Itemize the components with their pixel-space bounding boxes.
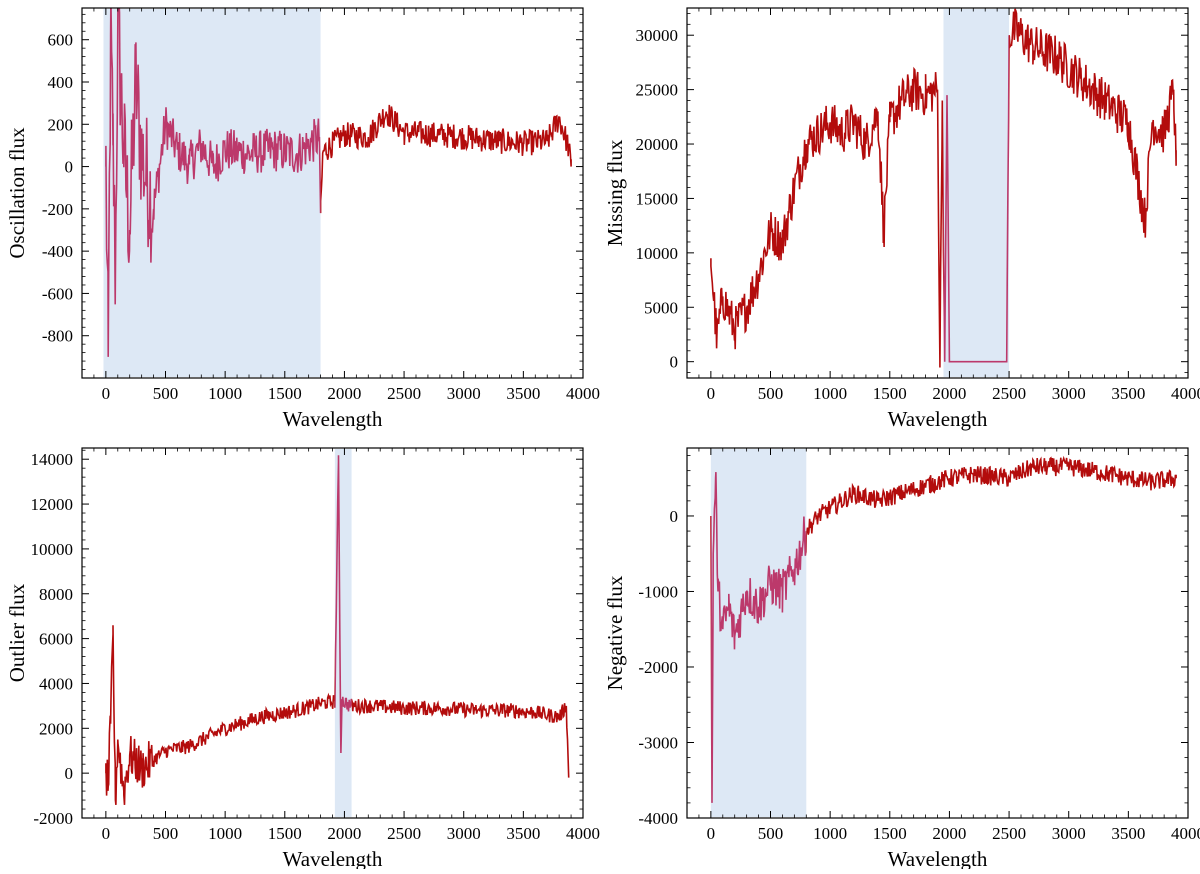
negative-y-tick-label: -2000: [638, 658, 678, 677]
outlier-x-tick-label: 2000: [327, 824, 361, 843]
outlier-y-tick-label: 0: [65, 764, 74, 783]
missing-y-tick-label: 10000: [636, 244, 679, 263]
outlier-x-tick-label: 0: [102, 824, 111, 843]
missing-x-tick-label: 500: [758, 384, 784, 403]
negative-y-tick-label: 0: [670, 507, 679, 526]
oscillation-y-tick-label: -600: [42, 284, 73, 303]
oscillation-x-tick-label: 1500: [268, 384, 302, 403]
negative-y-tick-label: -3000: [638, 733, 678, 752]
oscillation-y-tick-label: 600: [48, 31, 74, 50]
missing-y-axis-label: Missing flux: [603, 139, 627, 246]
outlier-y-tick-label: 4000: [39, 674, 73, 693]
panel-missing: 0 500 1000 1500 2000 2500 3000 3500 4000 0 5000 100…: [603, 8, 1200, 431]
outlier-y-tick-label: 14000: [31, 450, 74, 469]
negative-x-tick-label: 3500: [1111, 824, 1145, 843]
missing-x-axis-label: Wavelength: [888, 407, 988, 431]
oscillation-y-tick-label: -400: [42, 242, 73, 261]
oscillation-y-tick-label: -800: [42, 327, 73, 346]
negative-x-tick-label: 2500: [992, 824, 1026, 843]
oscillation-x-tick-label: 1000: [208, 384, 242, 403]
panel-outlier: 0 500 1000 1500 2000 2500 3000 3500 4000 -2000 0 20…: [5, 448, 600, 869]
missing-x-tick-label: 3000: [1052, 384, 1086, 403]
negative-highlight-band: [711, 449, 806, 817]
outlier-x-tick-label: 1000: [208, 824, 242, 843]
missing-x-tick-label: 2000: [932, 384, 966, 403]
missing-y-tick-label: 25000: [636, 81, 679, 100]
outlier-x-tick-label: 3500: [506, 824, 540, 843]
missing-y-tick-label: 15000: [636, 189, 679, 208]
outlier-y-axis-label: Outlier flux: [5, 583, 29, 682]
oscillation-x-tick-label: 2000: [327, 384, 361, 403]
missing-y-tick-label: 20000: [636, 135, 679, 154]
missing-x-tick-label: 1500: [873, 384, 907, 403]
missing-x-tick-label: 3500: [1111, 384, 1145, 403]
oscillation-x-tick-label: 0: [102, 384, 111, 403]
outlier-y-tick-label: 10000: [31, 540, 74, 559]
negative-y-axis-label: Negative flux: [603, 575, 627, 690]
negative-y-tick-label: -1000: [638, 582, 678, 601]
oscillation-y-tick-label: -200: [42, 200, 73, 219]
outlier-y-tick-label: 6000: [39, 630, 73, 649]
missing-y-tick-label: 30000: [636, 26, 679, 45]
negative-x-tick-label: 4000: [1171, 824, 1200, 843]
negative-x-axis-label: Wavelength: [888, 847, 988, 869]
missing-highlight-band: [943, 9, 1009, 377]
oscillation-y-tick-label: 400: [48, 73, 74, 92]
outlier-x-tick-label: 4000: [566, 824, 600, 843]
outlier-x-tick-label: 1500: [268, 824, 302, 843]
negative-x-tick-label: 2000: [932, 824, 966, 843]
missing-x-tick-label: 2500: [992, 384, 1026, 403]
negative-y-tick-label: -4000: [638, 809, 678, 828]
missing-x-tick-label: 4000: [1171, 384, 1200, 403]
outlier-y-tick-label: -2000: [33, 809, 73, 828]
oscillation-y-axis-label: Oscillation flux: [5, 127, 29, 259]
missing-x-tick-label: 0: [707, 384, 716, 403]
outlier-y-tick-label: 8000: [39, 585, 73, 604]
negative-x-tick-label: 1000: [813, 824, 847, 843]
missing-y-tick-label: 5000: [644, 298, 678, 317]
outlier-x-tick-label: 3000: [447, 824, 481, 843]
oscillation-x-tick-label: 4000: [566, 384, 600, 403]
outlier-x-tick-label: 2500: [387, 824, 421, 843]
oscillation-y-tick-label: 0: [65, 158, 74, 177]
missing-y-tick-label: 0: [670, 353, 679, 372]
outlier-x-tick-label: 500: [153, 824, 179, 843]
missing-axes-frame: [687, 8, 1188, 378]
outlier-x-axis-label: Wavelength: [283, 847, 383, 869]
negative-x-tick-label: 3000: [1052, 824, 1086, 843]
missing-x-tick-label: 1000: [813, 384, 847, 403]
negative-x-tick-label: 0: [707, 824, 716, 843]
oscillation-y-tick-label: 200: [48, 115, 74, 134]
outlier-y-tick-label: 12000: [31, 495, 74, 514]
negative-x-tick-label: 1500: [873, 824, 907, 843]
panel-negative: 0 500 1000 1500 2000 2500 3000 3500 4000 -4000 -30…: [603, 448, 1200, 869]
oscillation-x-tick-label: 2500: [387, 384, 421, 403]
oscillation-x-tick-label: 500: [153, 384, 179, 403]
outlier-y-tick-label: 2000: [39, 719, 73, 738]
oscillation-x-axis-label: Wavelength: [283, 407, 383, 431]
oscillation-x-tick-label: 3500: [506, 384, 540, 403]
negative-x-tick-label: 500: [758, 824, 784, 843]
oscillation-x-tick-label: 3000: [447, 384, 481, 403]
